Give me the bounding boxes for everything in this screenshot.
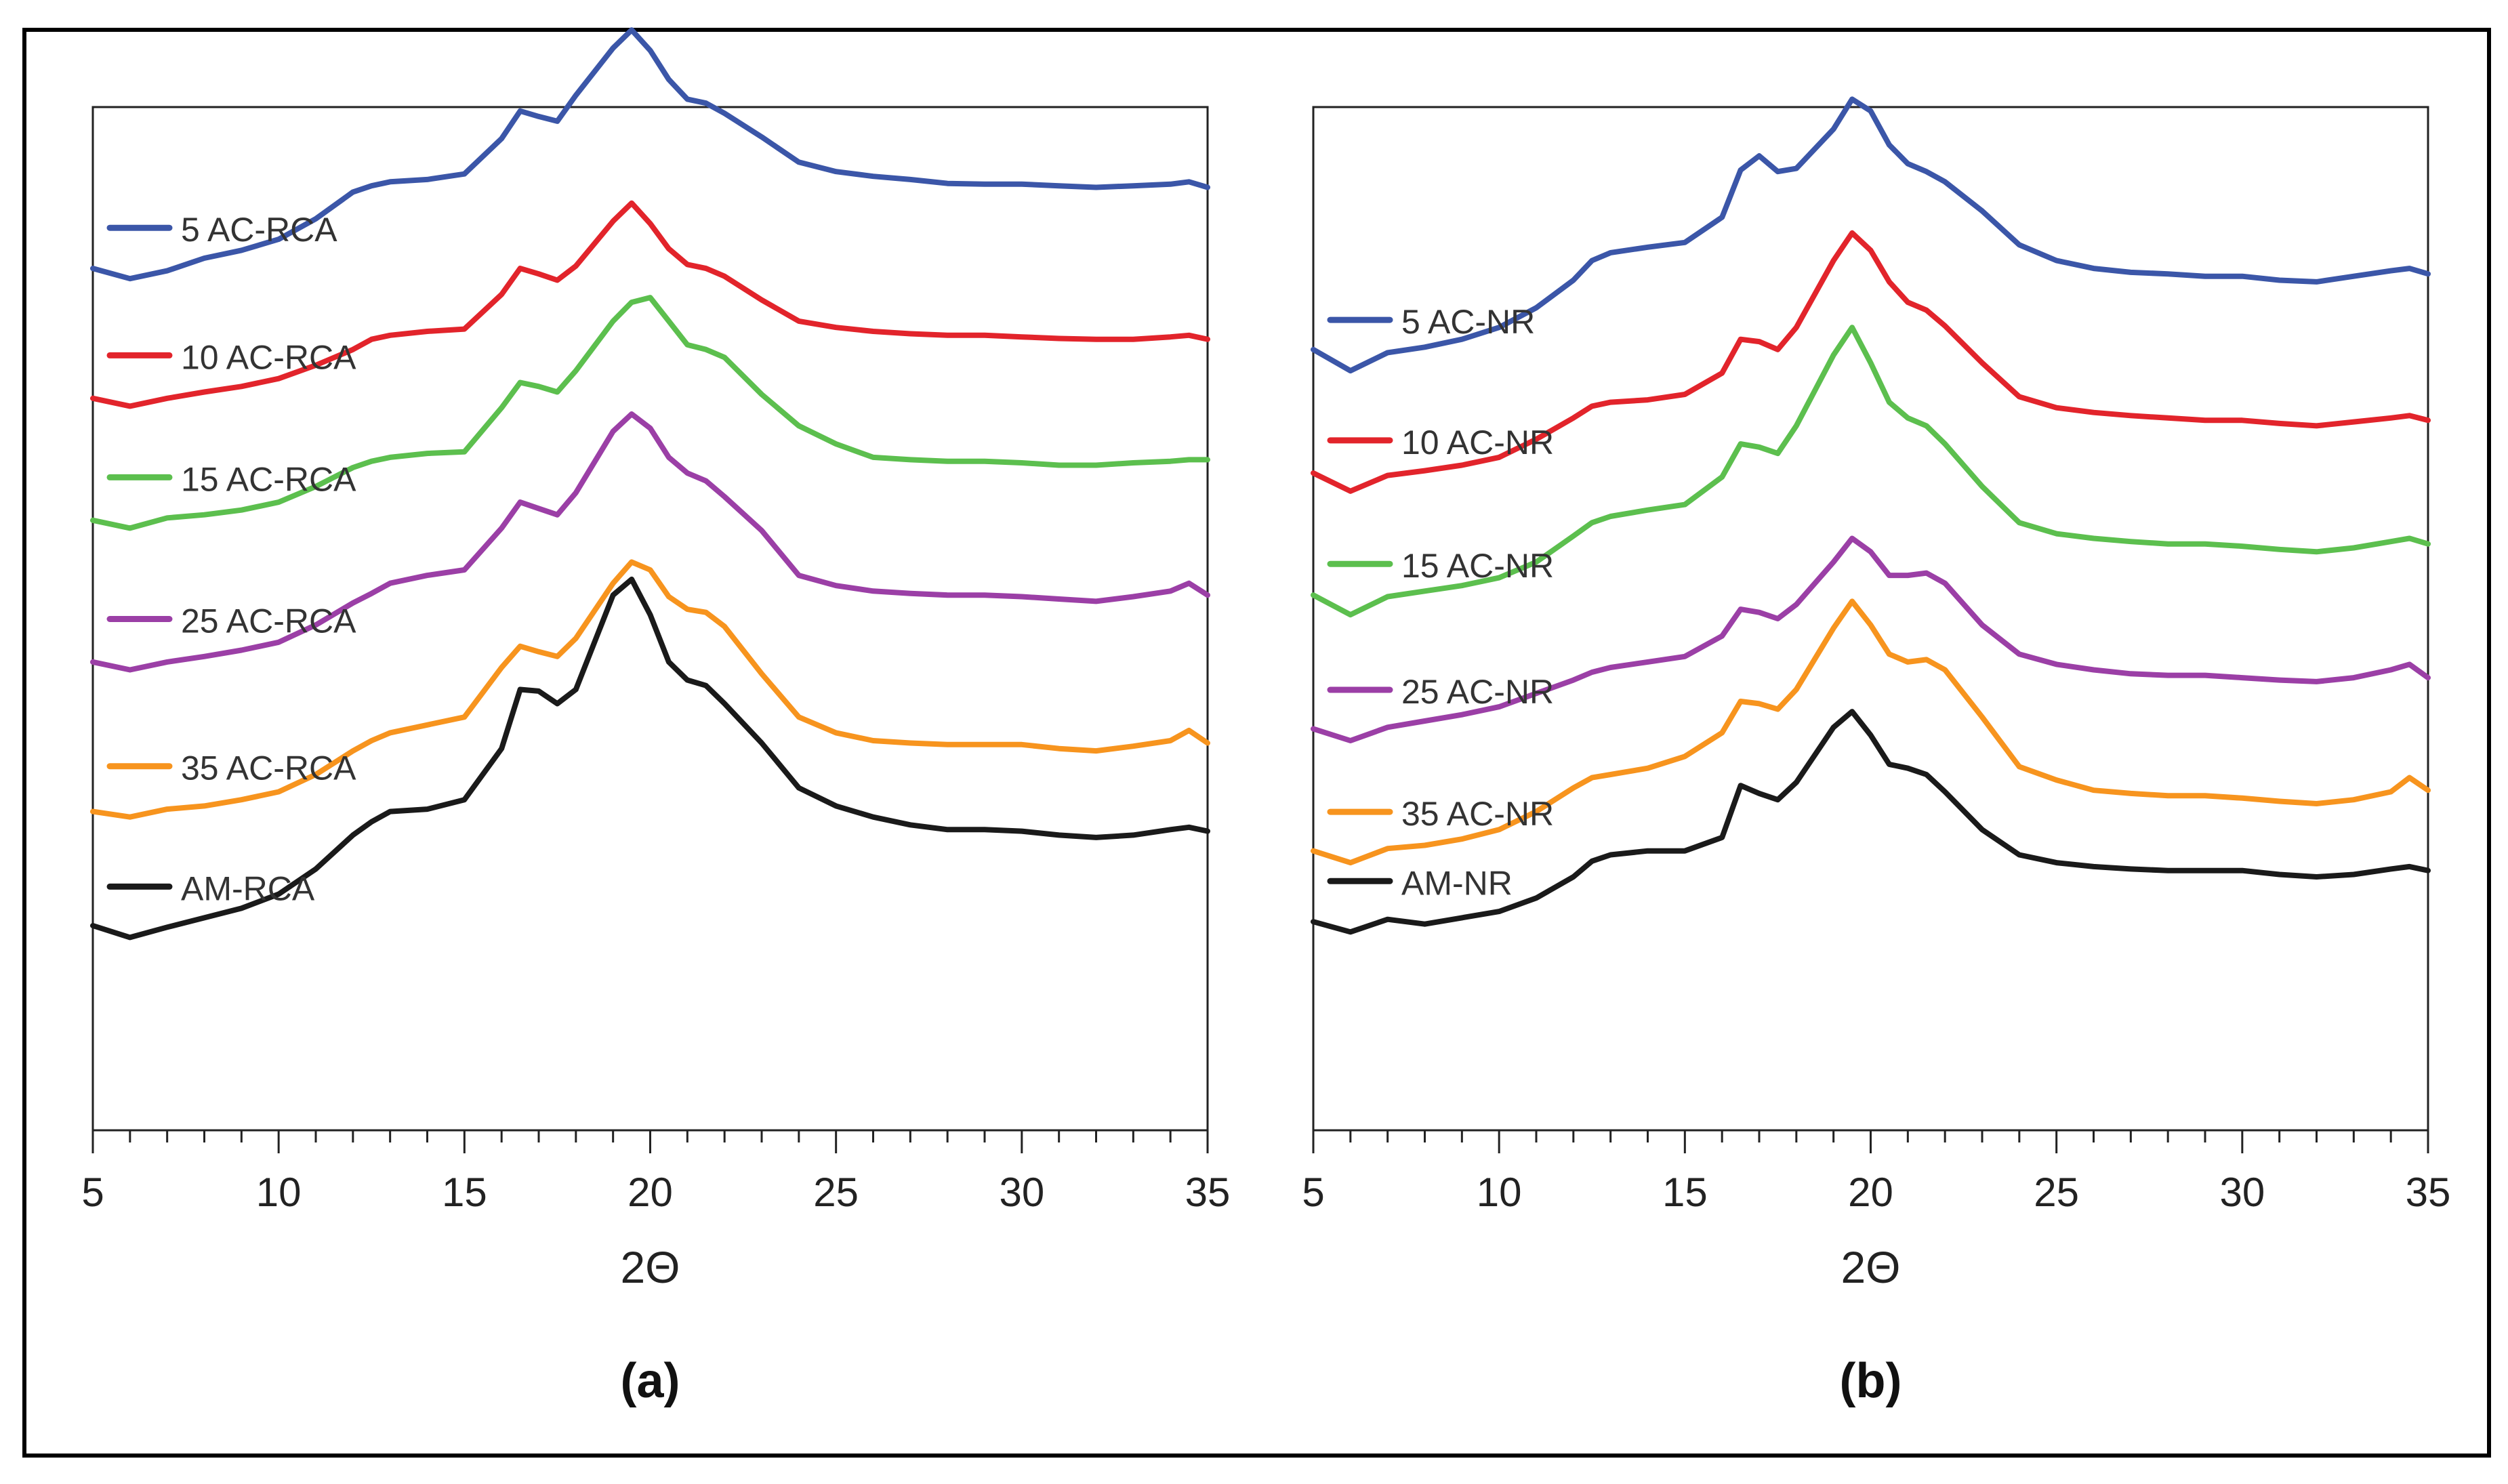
x-tick-label: 25 [2034,1170,2079,1215]
legend-label: 15 AC-NR [1401,547,1554,585]
x-tick-label: 20 [628,1170,673,1215]
legend-label: 25 AC-RCA [181,602,356,640]
series-line-am-nr [1311,709,2431,935]
x-axis-label: 2Θ [1841,1242,1900,1292]
series-line-5-ac-rca [90,27,1210,282]
legend-label: AM-RCA [181,869,315,907]
legend-label: AM-NR [1401,864,1513,902]
legend-label: 10 AC-NR [1401,424,1554,461]
series-line-25-ac-nr [1311,535,2431,743]
legend-label: 10 AC-RCA [181,338,356,376]
legend-label: 35 AC-NR [1401,795,1554,833]
legend-label: 25 AC-NR [1401,673,1554,711]
legend-label: 35 AC-RCA [181,749,356,787]
series-line-15-ac-nr [1311,325,2431,618]
legend-label: 15 AC-RCA [181,460,356,498]
x-tick-label: 20 [1848,1170,1893,1215]
panel-a: 5 10 15 20 25 30 35 2Θ (a) 5 AC-RCA 10 AC-RCA 15 AC… [81,27,1231,1408]
x-axis-label: 2Θ [620,1242,680,1292]
x-tick-label: 5 [81,1170,104,1215]
outer-frame [22,28,2491,1458]
series-line-15-ac-rca [90,295,1210,531]
series-line-10-ac-nr [1311,230,2431,494]
panel-label: (a) [621,1354,680,1408]
x-tick-label: 30 [2219,1170,2265,1215]
x-tick-label: 25 [813,1170,859,1215]
legend-label: 5 AC-NR [1401,303,1535,341]
x-tick-label: 35 [2406,1170,2451,1215]
series-line-35-ac-nr [1311,598,2431,866]
x-tick-label: 15 [442,1170,487,1215]
series-line-10-ac-rca [90,200,1210,409]
series-line-35-ac-rca [90,559,1210,820]
panel-label: (b) [1840,1354,1902,1408]
legend-label: 5 AC-RCA [181,211,337,249]
panel-b: 5 10 15 20 25 30 35 2Θ (b) 5 AC-NR 10 AC-NR 15 AC-N… [1302,96,2451,1408]
x-tick-label: 35 [1185,1170,1231,1215]
x-tick-label: 30 [999,1170,1044,1215]
x-tick-label: 10 [1477,1170,1522,1215]
series-line-am-rca [90,576,1210,941]
series-line-25-ac-rca [90,411,1210,673]
x-tick-label: 10 [256,1170,302,1215]
x-tick-label: 5 [1302,1170,1324,1215]
series-line-5-ac-nr [1311,96,2431,374]
x-tick-label: 15 [1662,1170,1708,1215]
